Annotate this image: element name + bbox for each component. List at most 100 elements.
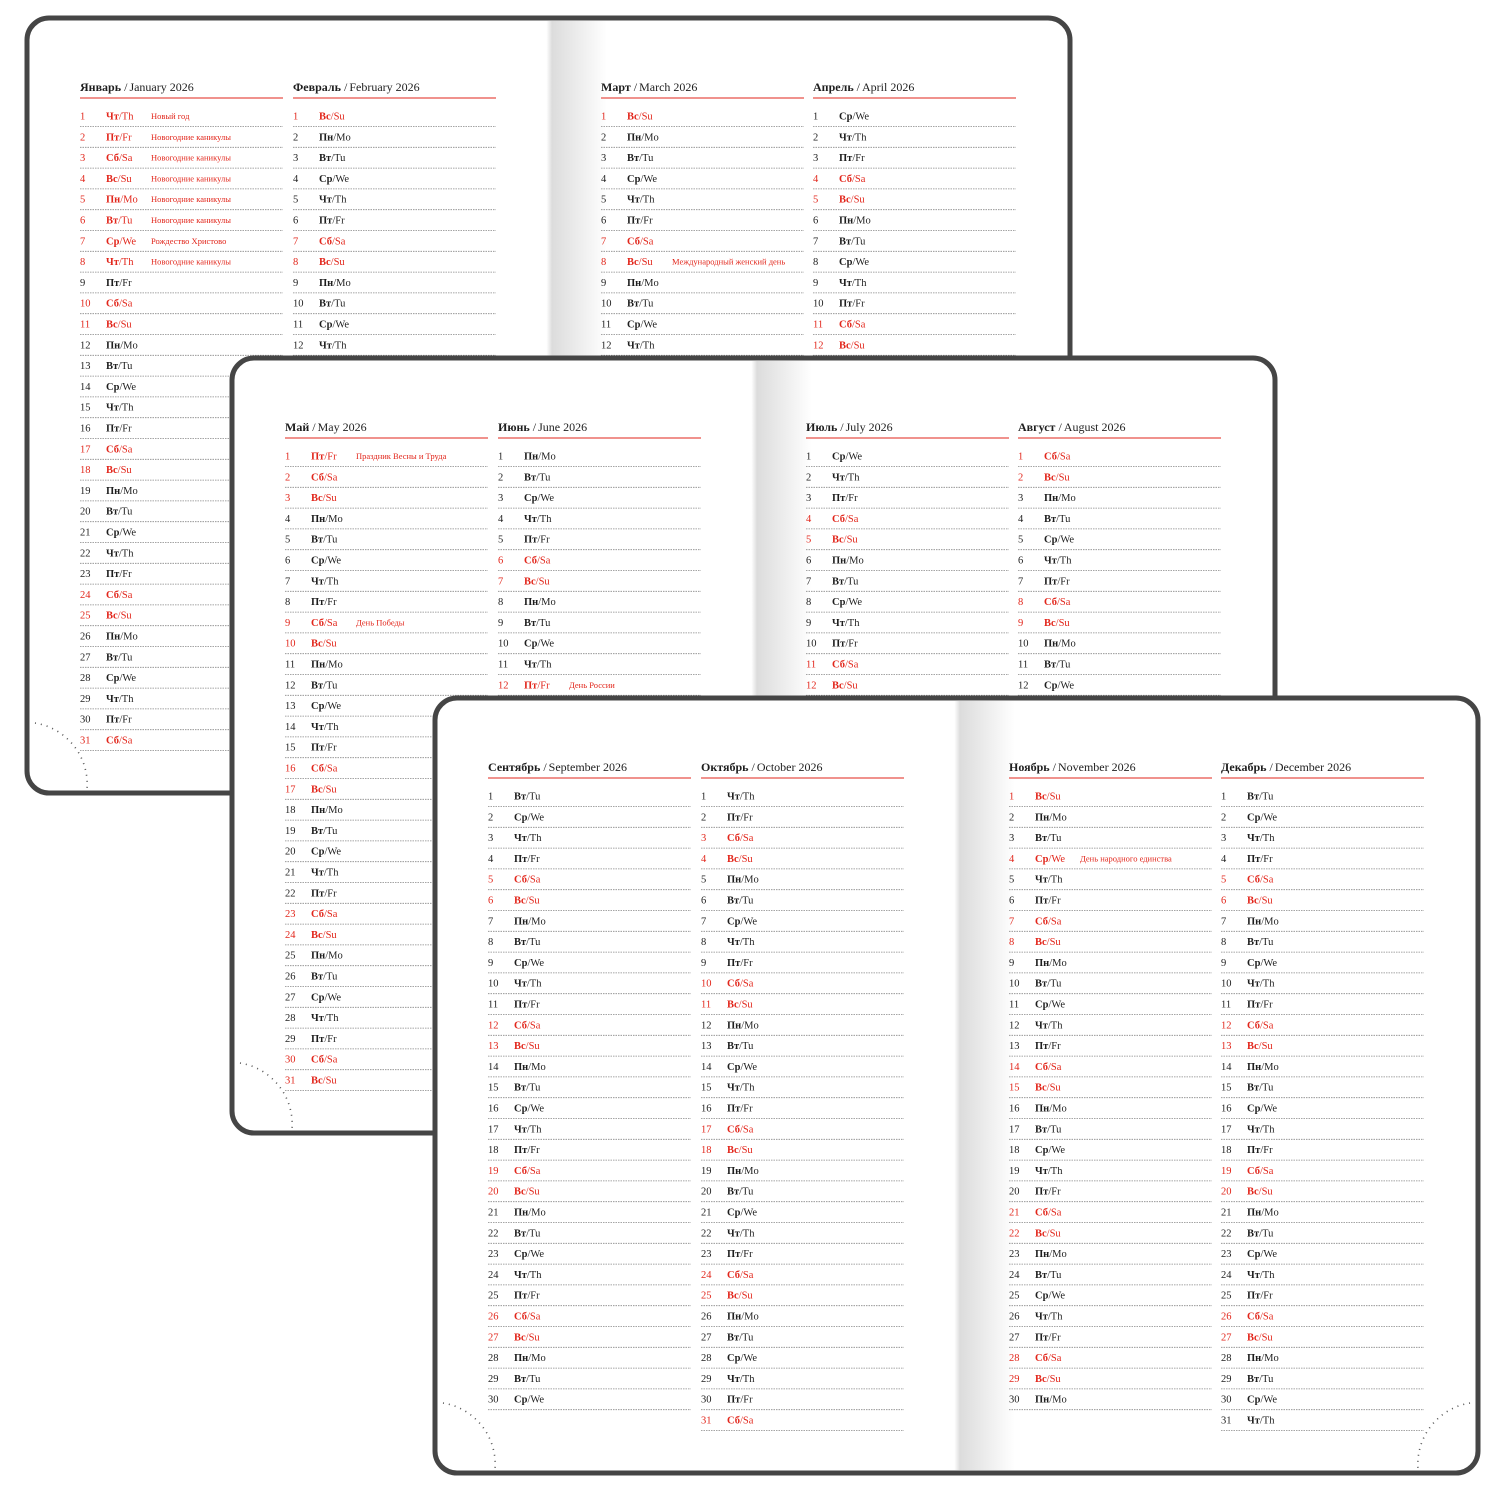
separator: /: [845, 472, 848, 483]
separator: /: [1057, 535, 1060, 546]
separator: /: [1047, 1083, 1050, 1094]
separator: /: [119, 236, 122, 247]
weekday-en: Su: [326, 639, 338, 650]
weekday-ru: Вт: [1035, 979, 1048, 990]
separator: /: [1056, 660, 1059, 671]
weekday-ru: Сб: [106, 590, 119, 601]
separator: /: [526, 1041, 529, 1052]
weekday-en: Sa: [1051, 916, 1062, 927]
weekday: Ср/We: [106, 382, 136, 393]
weekday-en: Tu: [742, 1187, 754, 1198]
weekday-ru: Вс: [627, 257, 639, 268]
weekday-ru: Ср: [727, 1353, 741, 1364]
weekday: Пн/Mo: [311, 805, 343, 816]
separator: /: [1048, 1291, 1051, 1302]
weekday-ru: Пт: [106, 278, 120, 289]
separator: /: [537, 680, 540, 691]
weekday-ru: Чт: [106, 548, 120, 559]
weekday-ru: Сб: [514, 1312, 527, 1323]
day-number: 5: [293, 195, 298, 206]
separator: /: [1049, 1249, 1052, 1260]
weekday-ru: Ср: [514, 958, 528, 969]
weekday-en: Tu: [334, 153, 346, 164]
month-header: Май / May 2026: [285, 420, 367, 434]
weekday-ru: Пт: [832, 493, 846, 504]
weekday: Пн/Mo: [1035, 1249, 1067, 1260]
day-number: 1: [80, 112, 85, 123]
weekday-ru: Ср: [832, 597, 846, 608]
separator: /: [852, 132, 855, 143]
weekday-ru: Пт: [311, 597, 325, 608]
weekday-en: Fr: [122, 278, 132, 289]
weekday-ru: Сб: [727, 1416, 740, 1427]
weekday: Вс/Su: [1247, 896, 1273, 907]
weekday-ru: Ср: [106, 528, 120, 539]
separator: /: [845, 514, 848, 525]
weekday-en: Th: [122, 257, 134, 268]
weekday-ru: Вт: [1035, 1270, 1048, 1281]
weekday-ru: Сб: [1044, 452, 1057, 463]
separator: /: [1048, 1332, 1051, 1343]
day-number: 15: [285, 743, 296, 754]
separator: /: [1260, 1312, 1263, 1323]
weekday: Пн/Mo: [1035, 1395, 1067, 1406]
day-number: 3: [1018, 493, 1023, 504]
weekday: Вт/Tu: [311, 680, 338, 691]
weekday-ru: Чт: [1035, 875, 1049, 886]
weekday-ru: Сб: [311, 472, 324, 483]
holiday-note: Рождество Христово: [151, 236, 226, 246]
separator: /: [1259, 1187, 1262, 1198]
day-number: 7: [806, 576, 811, 587]
separator: /: [740, 1270, 743, 1281]
month-header: Июль / July 2026: [806, 420, 893, 434]
weekday-en: Su: [529, 896, 541, 907]
separator: /: [740, 1249, 743, 1260]
weekday: Вт/Tu: [311, 535, 338, 546]
month-en: August 2026: [1064, 420, 1126, 434]
day-number: 21: [701, 1208, 712, 1219]
separator: /: [641, 278, 644, 289]
separator: /: [118, 611, 121, 622]
weekday: Чт/Th: [514, 979, 542, 990]
weekday-ru: Вт: [1247, 1374, 1260, 1385]
weekday-ru: Чт: [106, 403, 120, 414]
day-number: 1: [1018, 452, 1023, 463]
separator: /: [845, 639, 848, 650]
weekday: Вт/Tu: [514, 1083, 541, 1094]
weekday: Сб/Sa: [1035, 1353, 1062, 1364]
weekday-ru: Вс: [524, 576, 536, 587]
day-number: 4: [488, 854, 494, 865]
day-number: 8: [813, 257, 818, 268]
day-number: 10: [806, 639, 817, 650]
weekday: Сб/Sa: [319, 236, 346, 247]
weekday: Вт/Tu: [514, 792, 541, 803]
weekday: Пт/Fr: [727, 1249, 753, 1260]
weekday-en: Th: [743, 1228, 755, 1239]
separator: /: [324, 847, 327, 858]
separator: /: [528, 1208, 531, 1219]
separator: /: [312, 420, 316, 434]
weekday: Пн/Mo: [1044, 639, 1076, 650]
day-number: 19: [80, 486, 91, 497]
day-number: 12: [806, 680, 817, 691]
weekday-en: Sa: [643, 236, 654, 247]
day-number: 11: [80, 320, 90, 331]
separator: /: [740, 1208, 743, 1219]
weekday-en: Mo: [1061, 493, 1076, 504]
weekday: Вт/Tu: [524, 472, 551, 483]
weekday-en: Mo: [1264, 916, 1279, 927]
day-number: 21: [80, 528, 91, 539]
weekday-en: Su: [1262, 896, 1274, 907]
weekday-ru: Пт: [1035, 1332, 1049, 1343]
separator: /: [527, 875, 530, 886]
weekday-ru: Ср: [524, 493, 538, 504]
separator: /: [740, 792, 743, 803]
day-number: 12: [1018, 680, 1029, 691]
weekday-en: Tu: [642, 153, 654, 164]
weekday-en: We: [530, 958, 544, 969]
day-number: 4: [701, 854, 707, 865]
separator: /: [1259, 937, 1262, 948]
day-number: 30: [1009, 1395, 1020, 1406]
weekday: Пт/Fr: [106, 132, 132, 143]
separator: /: [119, 569, 122, 580]
